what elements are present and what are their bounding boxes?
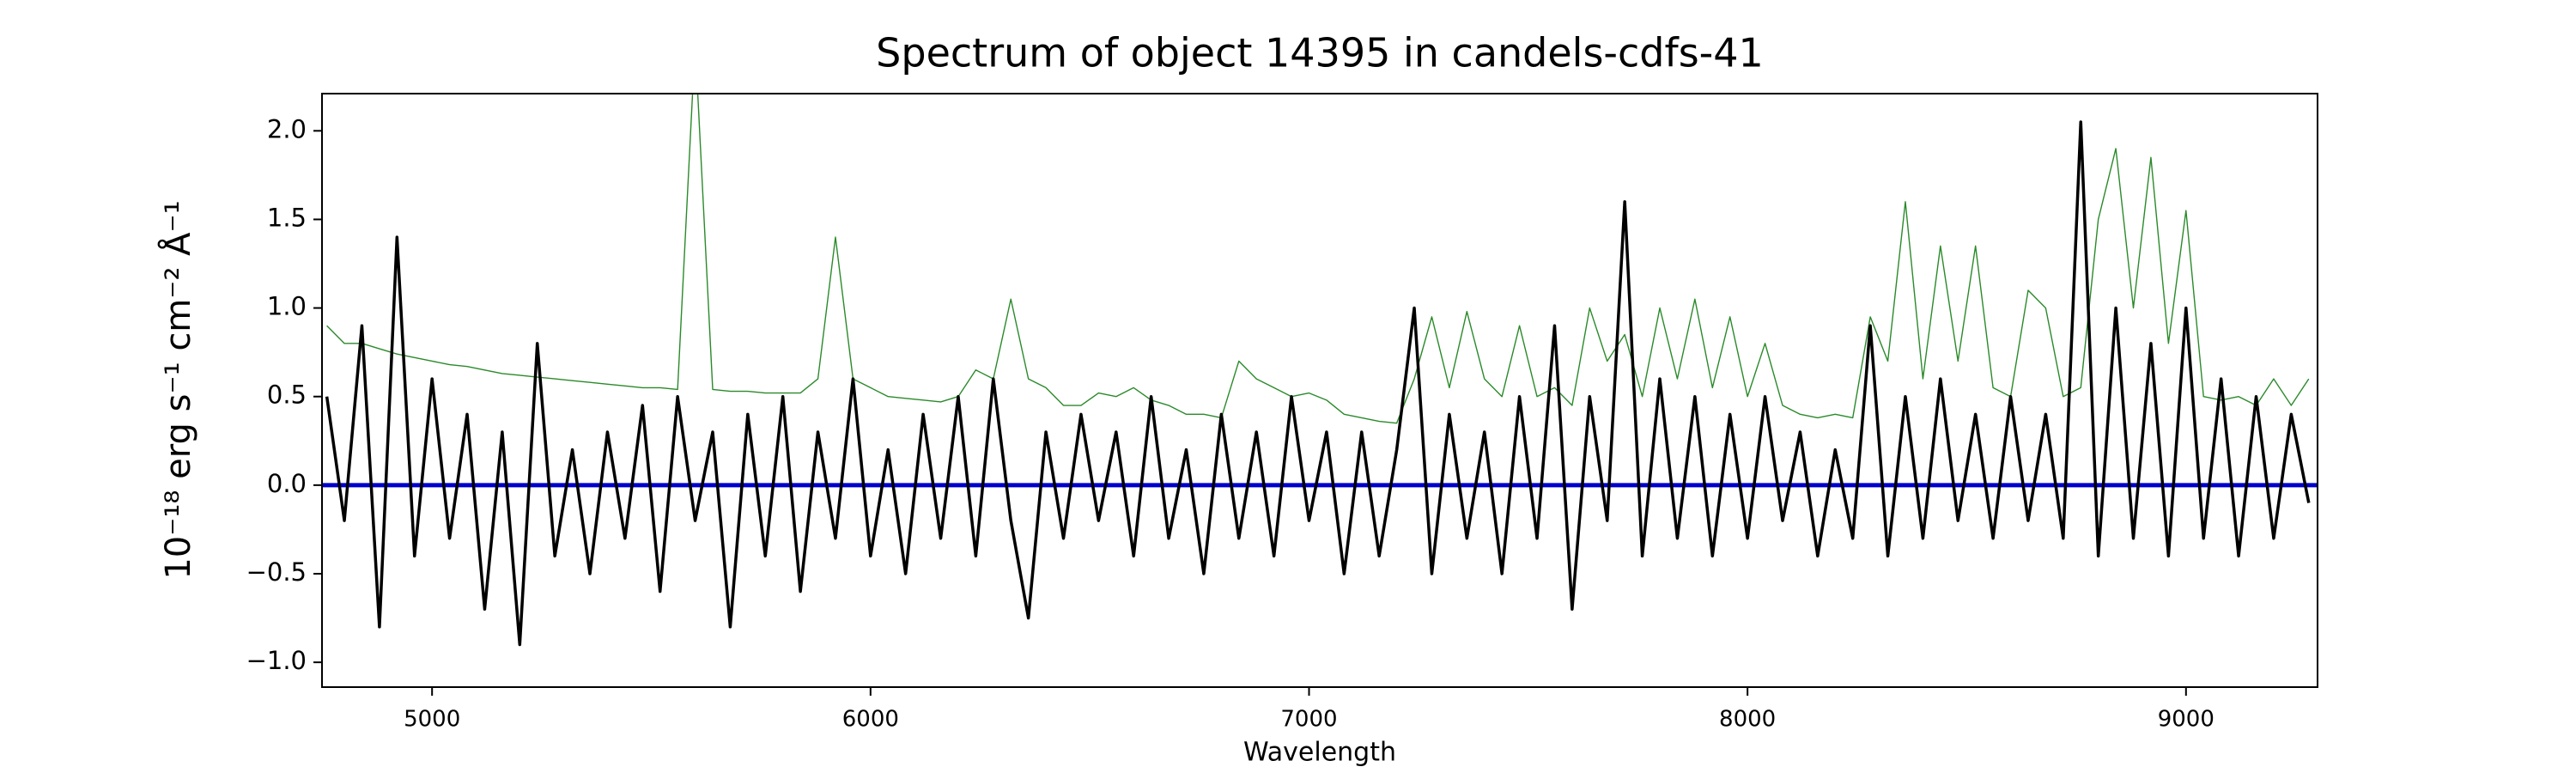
y-tick-label: 0.0	[267, 469, 307, 498]
x-axis-label: Wavelength	[1243, 738, 1396, 768]
x-tick-label: 6000	[842, 707, 899, 733]
x-tick-label: 7000	[1280, 707, 1337, 733]
y-tick-label: −0.5	[246, 557, 307, 587]
y-tick-label: −1.0	[246, 646, 307, 675]
axes-frame	[321, 93, 2318, 688]
y-tick-label: 1.5	[267, 203, 307, 232]
chart-title: Spectrum of object 14395 in candels-cdfs…	[876, 30, 1764, 76]
y-tick-label: 0.5	[267, 380, 307, 410]
x-tick-label: 5000	[404, 707, 460, 733]
y-tick-label: 1.0	[267, 292, 307, 321]
y-axis-label: 10⁻¹⁸ erg s⁻¹ cm⁻² Å⁻¹	[157, 200, 198, 579]
plot-area	[322, 94, 2318, 647]
x-tick-label: 8000	[1719, 707, 1776, 733]
y-tick-label: 2.0	[267, 114, 307, 143]
x-tick-label: 9000	[2158, 707, 2215, 733]
spectrum-line	[325, 120, 2311, 647]
spectrum-line	[326, 94, 2310, 424]
